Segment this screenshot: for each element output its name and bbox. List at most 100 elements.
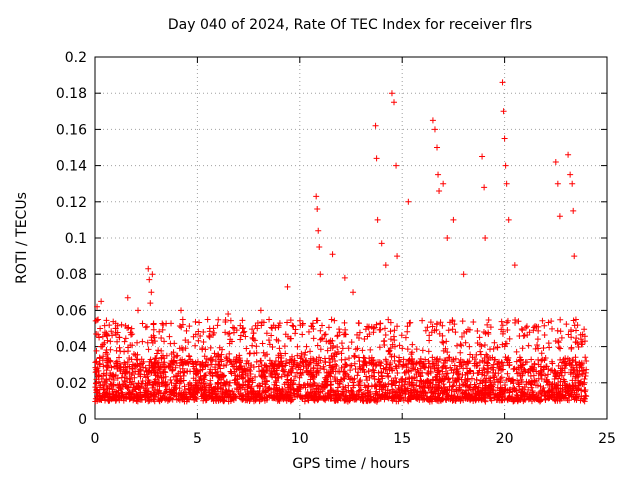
data-point [340, 375, 347, 382]
data-point [231, 377, 238, 384]
data-point [130, 387, 137, 394]
data-point [317, 271, 324, 278]
data-point [118, 391, 125, 398]
data-point [554, 327, 561, 334]
data-point [288, 335, 295, 342]
data-point [316, 393, 323, 400]
data-point [449, 375, 456, 382]
data-point [178, 375, 185, 382]
data-point [130, 350, 137, 357]
data-point [130, 380, 137, 387]
data-point [241, 328, 248, 335]
data-point [303, 391, 310, 398]
data-point [193, 389, 200, 396]
data-point [433, 356, 440, 363]
data-point [477, 351, 484, 358]
data-point [238, 395, 245, 402]
data-point [122, 370, 129, 377]
data-point [583, 357, 590, 364]
data-point [490, 361, 497, 368]
data-point [96, 354, 103, 361]
data-point [540, 344, 547, 351]
data-point [510, 366, 517, 373]
data-point [440, 381, 447, 388]
data-point [103, 317, 110, 324]
data-point [111, 363, 118, 370]
data-point [265, 337, 272, 344]
data-point [397, 395, 404, 402]
data-point [544, 371, 551, 378]
data-point [278, 354, 285, 361]
data-point [230, 357, 237, 364]
data-point [139, 320, 146, 327]
data-point [448, 367, 455, 374]
data-point [429, 323, 436, 330]
data-point [479, 385, 486, 392]
data-point [291, 357, 298, 364]
data-point [579, 331, 586, 338]
data-point [208, 361, 215, 368]
data-point [310, 396, 317, 403]
data-point [467, 397, 474, 404]
data-point [389, 341, 396, 348]
y-tick-label: 0.12 [56, 195, 87, 211]
data-point [268, 324, 275, 331]
data-point [521, 332, 528, 339]
data-point [407, 319, 414, 326]
data-point [568, 328, 575, 335]
data-point [149, 271, 156, 278]
data-point [229, 324, 236, 331]
data-point [341, 363, 348, 370]
data-point [227, 393, 234, 400]
data-point [209, 356, 216, 363]
data-point [307, 355, 314, 362]
data-point [534, 342, 541, 349]
data-point [192, 318, 199, 325]
data-point [203, 355, 210, 362]
data-point [461, 329, 468, 336]
data-point [437, 397, 444, 404]
data-point [474, 327, 481, 334]
data-point [473, 383, 480, 390]
data-point [556, 390, 563, 397]
data-point [142, 385, 149, 392]
data-point [199, 346, 206, 353]
data-point [348, 362, 355, 369]
data-point [219, 371, 226, 378]
data-point [461, 391, 468, 398]
data-point [322, 397, 329, 404]
data-point [238, 373, 245, 380]
data-point [321, 331, 328, 338]
data-point [525, 386, 532, 393]
data-point [107, 370, 114, 377]
data-point [479, 357, 486, 364]
data-point [127, 381, 134, 388]
data-point [452, 329, 459, 336]
data-point [444, 393, 451, 400]
data-point [436, 394, 443, 401]
data-point [366, 359, 373, 366]
data-point [137, 389, 144, 396]
data-point [247, 350, 254, 357]
data-point [457, 341, 464, 348]
data-point [301, 352, 308, 359]
data-point [205, 389, 212, 396]
data-point [258, 361, 265, 368]
data-point [150, 381, 157, 388]
data-point [307, 390, 314, 397]
y-tick-label: 0.04 [56, 340, 87, 356]
data-point [156, 328, 163, 335]
y-tick-label: 0.02 [56, 376, 87, 392]
data-point [574, 340, 581, 347]
data-point [426, 396, 433, 403]
data-point [570, 369, 577, 376]
data-point [174, 352, 181, 359]
data-point [296, 317, 303, 324]
data-point [465, 386, 472, 393]
data-point [521, 366, 528, 373]
data-point [435, 368, 442, 375]
data-point [533, 323, 540, 330]
data-point [478, 343, 485, 350]
data-point [545, 340, 552, 347]
data-point [346, 355, 353, 362]
